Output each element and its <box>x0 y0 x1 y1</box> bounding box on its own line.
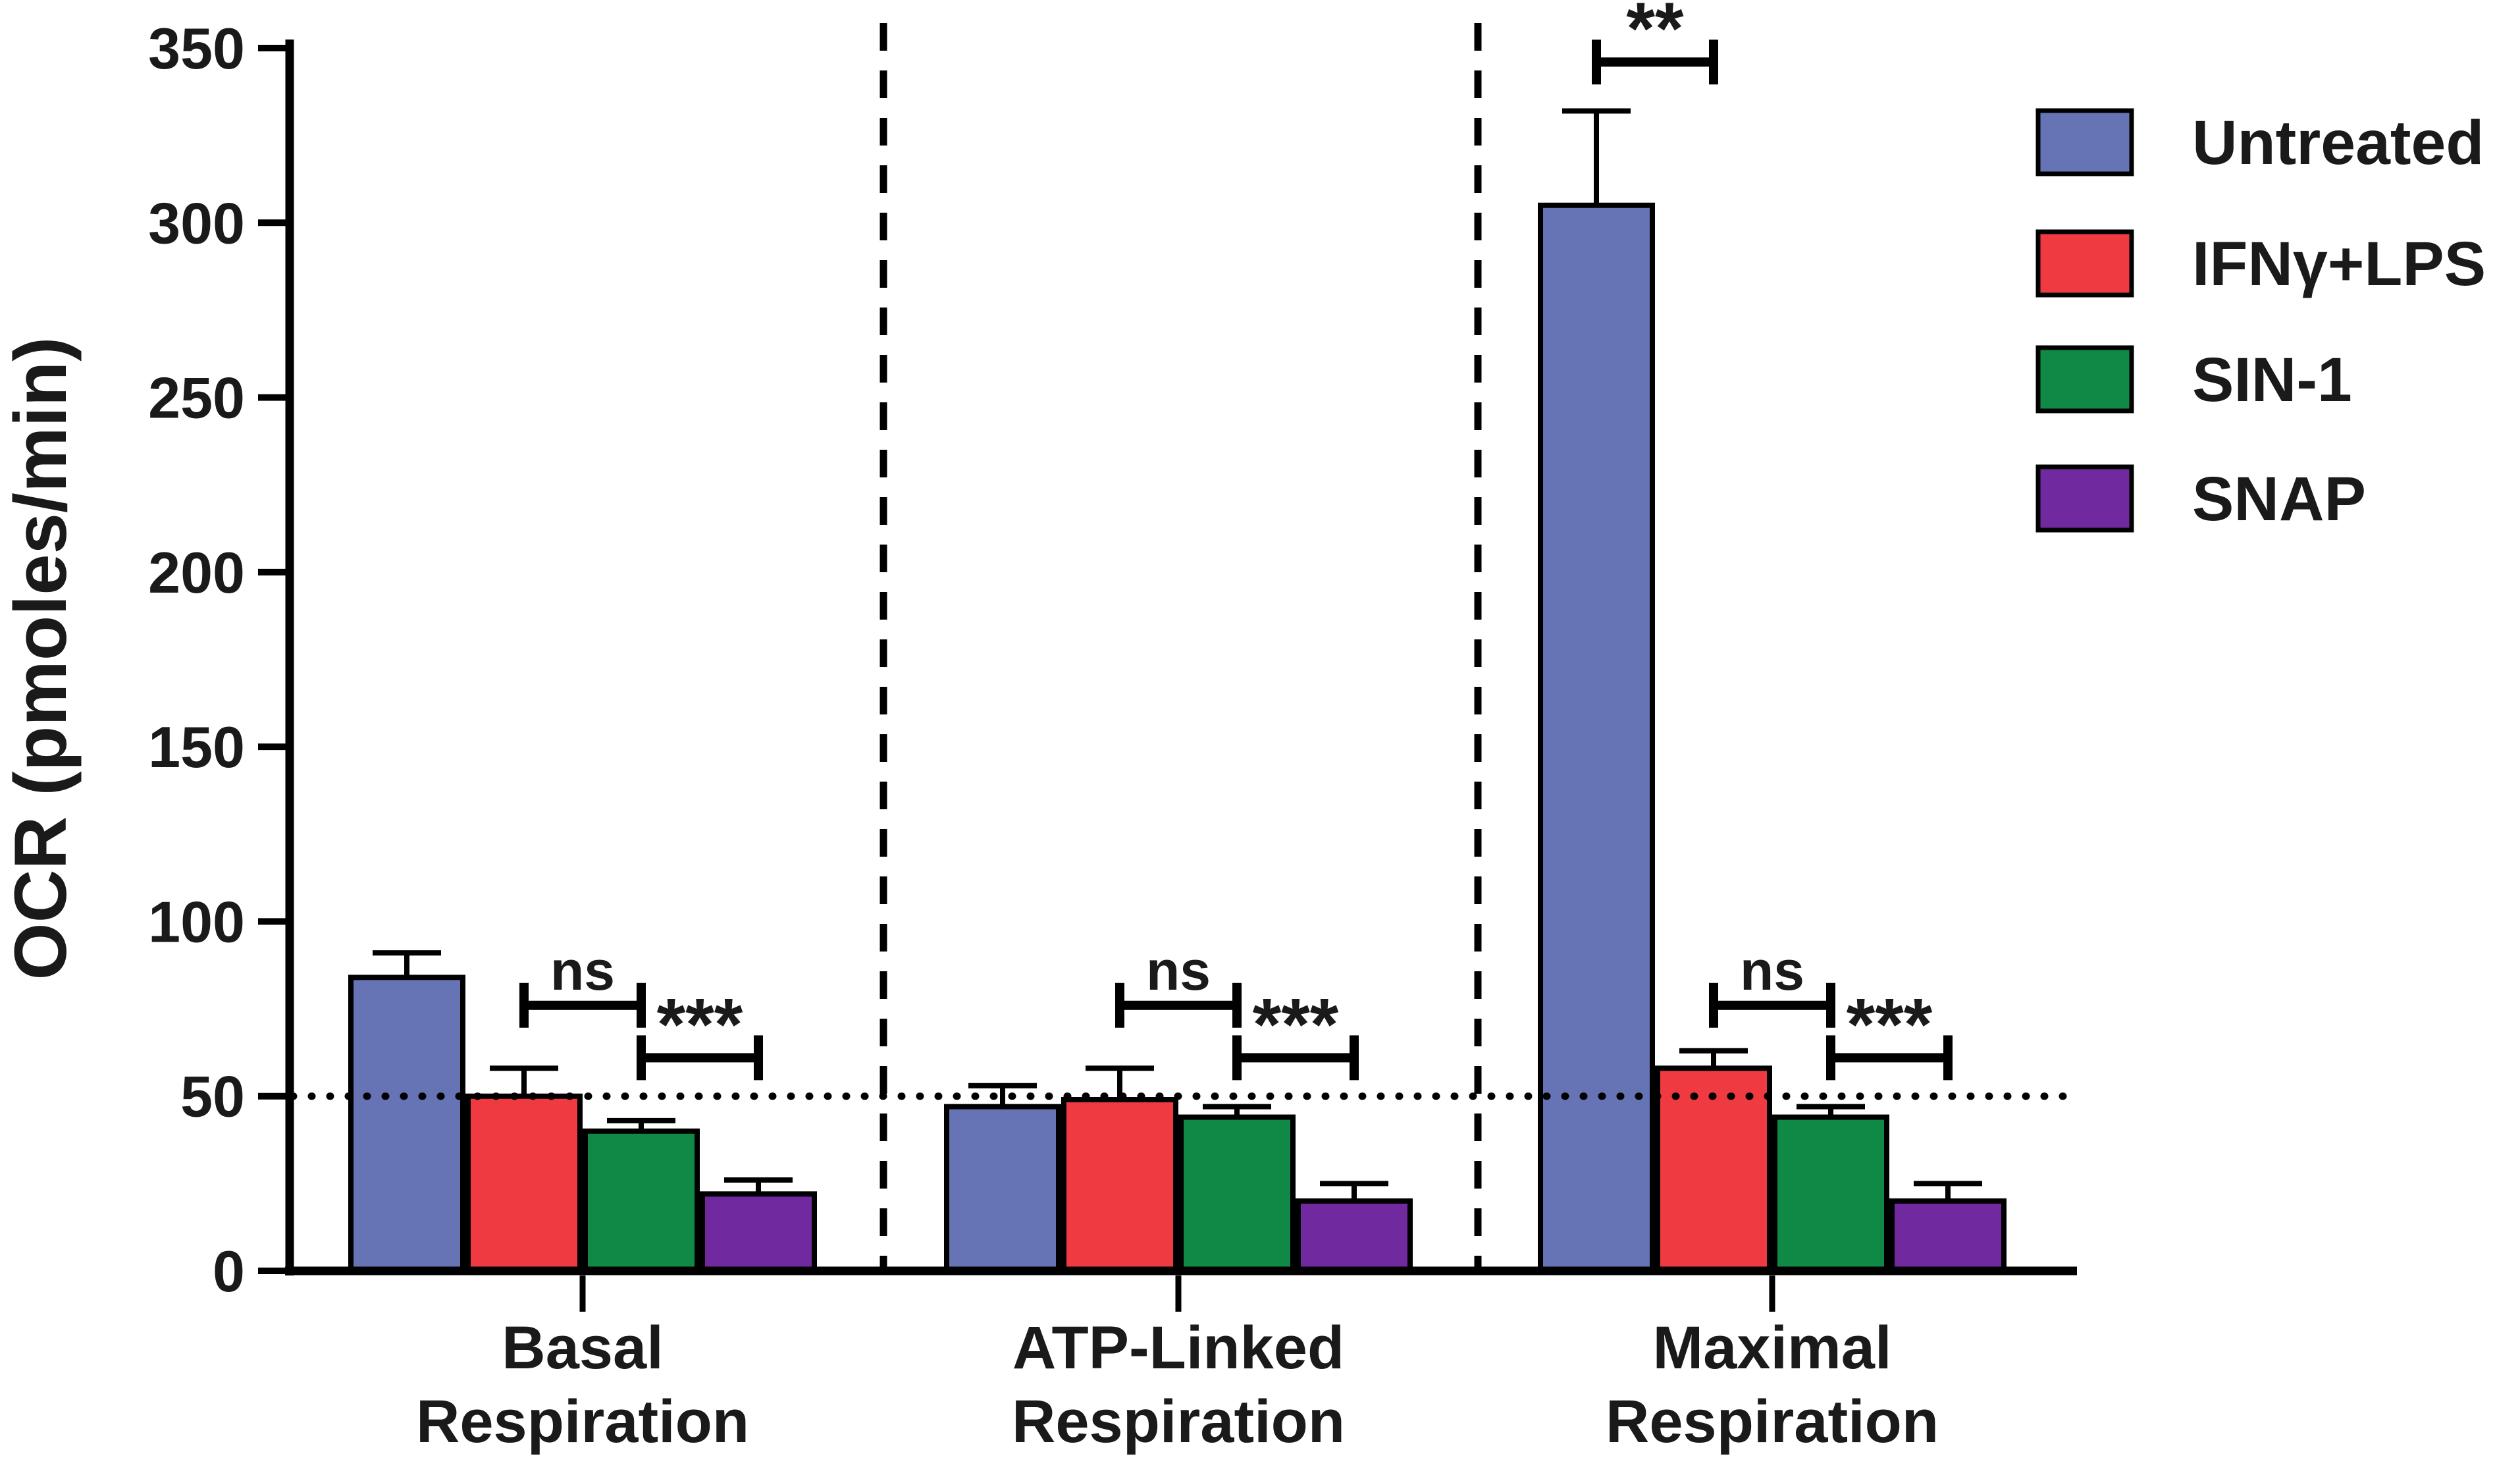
significance-label: ** <box>1626 0 1684 70</box>
error-bar-snap-basal-respiration <box>724 1177 793 1194</box>
bar-untreated-atp-linked-respiration <box>944 1104 1061 1274</box>
bars-layer <box>348 202 2007 1274</box>
bar-untreated-maximal-respiration <box>1538 202 1655 1274</box>
y-tick-label: 150 <box>148 714 245 780</box>
legend-item-sin-1: SIN-1 <box>2035 345 2352 415</box>
y-tick-label: 350 <box>148 16 245 81</box>
group-separator-lines <box>879 23 1482 1271</box>
error-bar-snap-maximal-respiration <box>1914 1181 1982 1201</box>
significance-label: ns <box>1740 940 1804 1002</box>
significance-bracket-maximal-respiration-: *** <box>1826 983 1953 1081</box>
bar-sin-1-maximal-respiration <box>1772 1114 1889 1274</box>
significance-label: *** <box>657 983 743 1065</box>
legend-item-ifn-lps: IFNγ+LPS <box>2035 229 2486 299</box>
error-bar-untreated-basal-respiration <box>373 950 441 978</box>
error-bar-sin-1-atp-linked-respiration <box>1203 1104 1271 1117</box>
legend-item-snap: SNAP <box>2035 464 2366 534</box>
error-bar-untreated-maximal-respiration <box>1562 108 1631 205</box>
error-bars-layer <box>373 108 1982 1201</box>
bar-ifn-lps-basal-respiration <box>465 1093 583 1274</box>
significance-label: ns <box>550 940 615 1002</box>
significance-label: *** <box>1253 983 1339 1065</box>
y-tick-label: 100 <box>148 889 245 954</box>
y-tick-label: 50 <box>180 1064 245 1129</box>
sin-1-swatch <box>2035 345 2134 414</box>
significance-label: ns <box>1146 940 1211 1002</box>
y-tick-label: 200 <box>148 540 245 605</box>
y-tick-label: 0 <box>213 1239 245 1304</box>
bar-snap-maximal-respiration <box>1889 1198 2007 1274</box>
significance-bracket-basal-respiration-ns: ns <box>519 940 646 1028</box>
significance-bracket-atp-linked-respiration-: *** <box>1232 983 1359 1081</box>
error-bar-snap-atp-linked-respiration <box>1320 1181 1388 1201</box>
bar-snap-atp-linked-respiration <box>1296 1198 1413 1274</box>
x-category-label-maximal-respiration: Maximal <box>1652 1314 1891 1381</box>
bar-ifn-lps-atp-linked-respiration <box>1061 1097 1178 1274</box>
x-category-label-basal-respiration: Respiration <box>416 1388 749 1455</box>
legend-label: SIN-1 <box>2192 345 2352 415</box>
error-bar-ifn-lps-maximal-respiration <box>1679 1048 1748 1069</box>
y-tick-label: 250 <box>148 365 245 431</box>
ifny-lps-swatch <box>2035 229 2134 298</box>
bar-sin-1-basal-respiration <box>583 1128 700 1274</box>
error-bar-untreated-atp-linked-respiration <box>968 1083 1037 1107</box>
bar-untreated-basal-respiration <box>348 975 465 1274</box>
legend: Untreated IFNγ+LPS SIN-1 SNAP <box>2035 108 2486 534</box>
significance-label: *** <box>1847 983 1933 1065</box>
legend-label: IFNγ+LPS <box>2192 229 2486 299</box>
error-bar-sin-1-basal-respiration <box>607 1117 675 1131</box>
error-bar-sin-1-maximal-respiration <box>1797 1104 1865 1117</box>
significance-bracket-basal-respiration-: *** <box>637 983 763 1081</box>
group-labels-layer: Basal Respiration ATP-Linked Respiration Max… <box>416 1314 1939 1455</box>
y-tick-label: 300 <box>148 190 245 255</box>
error-bar-ifn-lps-basal-respiration <box>490 1065 558 1096</box>
x-category-label-maximal-respiration: Respiration <box>1606 1388 1939 1455</box>
bar-sin-1-atp-linked-respiration <box>1178 1114 1296 1274</box>
bar-snap-basal-respiration <box>700 1191 817 1274</box>
axes-layer: 0 50 100 150 200 250 300 350 <box>148 16 2077 1312</box>
x-category-label-basal-respiration: Basal <box>502 1314 664 1381</box>
significance-bracket-maximal-respiration-: ** <box>1592 0 1718 85</box>
significance-bracket-maximal-respiration-ns: ns <box>1709 940 1835 1028</box>
legend-item-untreated: Untreated <box>2035 108 2484 178</box>
snap-swatch <box>2035 464 2134 533</box>
untreated-swatch <box>2035 108 2134 176</box>
x-category-label-atp-linked-respiration: ATP-Linked <box>1012 1314 1344 1381</box>
significance-bracket-atp-linked-respiration-ns: ns <box>1115 940 1242 1028</box>
legend-label: SNAP <box>2192 464 2366 534</box>
significance-annotations-layer: ns***ns*****ns*** <box>519 0 1953 1081</box>
legend-label: Untreated <box>2192 108 2484 178</box>
x-category-label-atp-linked-respiration: Respiration <box>1012 1388 1345 1455</box>
y-axis-title: OCR (pmoles/min) <box>0 337 82 980</box>
